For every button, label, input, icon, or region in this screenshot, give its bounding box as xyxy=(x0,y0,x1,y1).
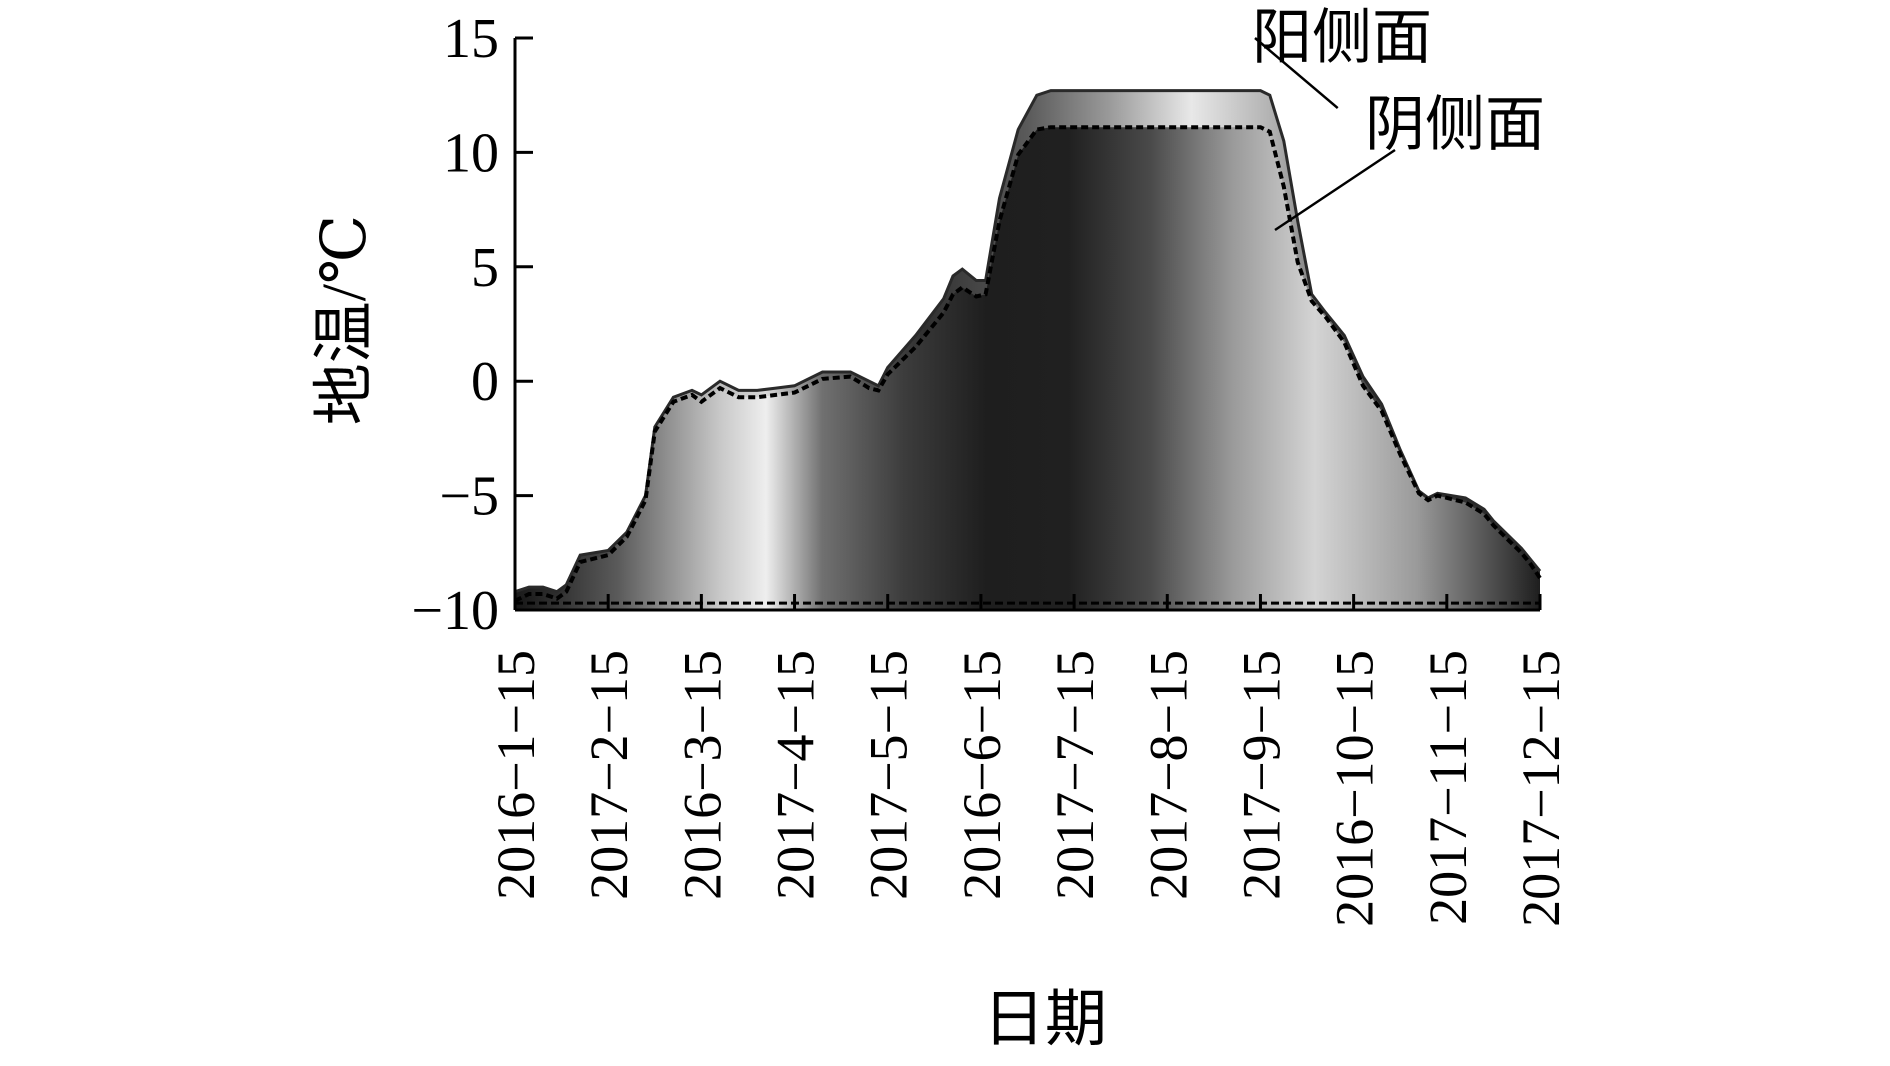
x-tick-label: 2017−11−15 xyxy=(1418,650,1478,925)
x-tick-label: 2017−4−15 xyxy=(766,650,826,900)
x-tick-label: 2016−6−15 xyxy=(952,650,1012,900)
y-axis-title: 地温/℃ xyxy=(311,215,379,426)
x-axis-title: 日期 xyxy=(983,986,1107,1054)
area-yin xyxy=(515,127,1540,610)
y-tick-label: 5 xyxy=(471,237,499,299)
y-tick-label: −10 xyxy=(411,580,499,642)
y-tick-label: 10 xyxy=(443,122,499,184)
x-tick-label: 2017−5−15 xyxy=(859,650,919,900)
x-tick-label: 2017−8−15 xyxy=(1138,650,1198,900)
x-tick-label: 2016−10−15 xyxy=(1325,650,1385,927)
annotation-leader-yin xyxy=(1274,148,1396,232)
x-tick-label: 2017−7−15 xyxy=(1045,650,1105,900)
y-tick-label: −5 xyxy=(439,466,499,528)
x-tick-label: 2017−2−15 xyxy=(579,650,639,900)
x-tick-label: 2016−1−15 xyxy=(486,650,546,900)
y-tick-label: 15 xyxy=(443,8,499,70)
x-tick-label: 2017−9−15 xyxy=(1232,650,1292,900)
x-tick-label: 2017−12−15 xyxy=(1511,650,1571,927)
areas-layer xyxy=(514,89,1542,611)
labels-layer: 15 10 5 0 −5 −10 2016−1−15 2017−2−15 2016−3−15 20… xyxy=(311,5,1571,1054)
annotation-leader-yang xyxy=(1254,37,1339,110)
annotation-yin: 阴侧面 xyxy=(1365,92,1545,158)
series-line-yin xyxy=(514,125,1542,603)
x-tick-label: 2016−3−15 xyxy=(672,650,732,900)
axes-layer xyxy=(513,36,1542,612)
annotation-yang: 阳侧面 xyxy=(1252,5,1432,71)
y-tick-label: 0 xyxy=(471,351,499,413)
